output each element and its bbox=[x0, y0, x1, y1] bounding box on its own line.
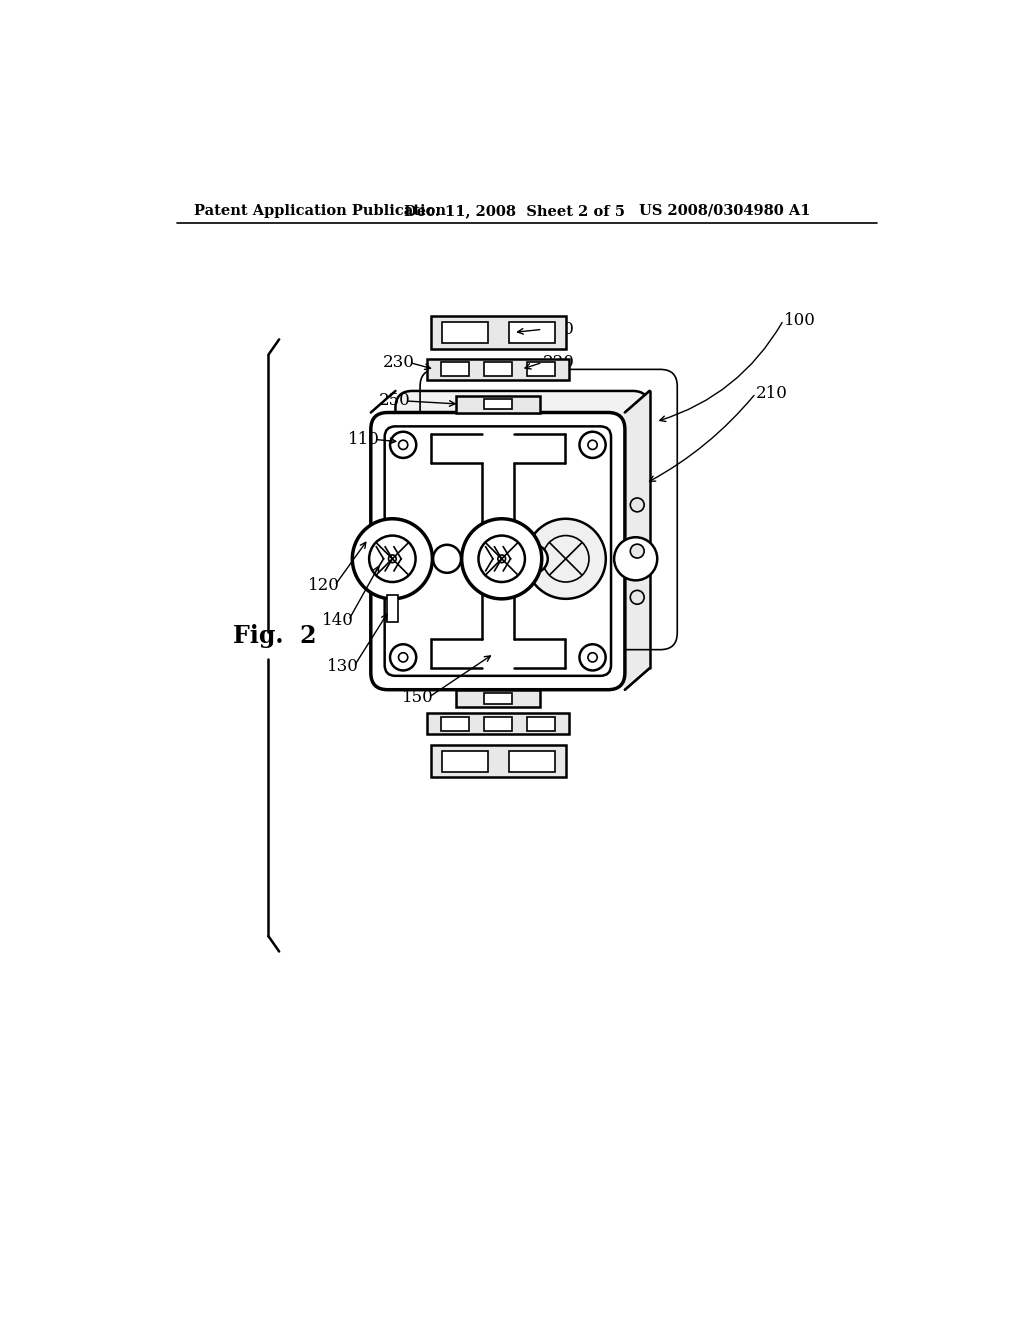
Circle shape bbox=[398, 441, 408, 449]
Bar bbox=[427, 359, 569, 380]
Circle shape bbox=[588, 441, 597, 449]
Circle shape bbox=[631, 544, 644, 558]
FancyBboxPatch shape bbox=[385, 426, 611, 676]
Bar bbox=[456, 689, 541, 706]
Polygon shape bbox=[625, 391, 649, 689]
FancyBboxPatch shape bbox=[371, 412, 625, 689]
Bar bbox=[527, 717, 555, 730]
Bar bbox=[427, 713, 569, 734]
Circle shape bbox=[390, 432, 416, 458]
Circle shape bbox=[614, 537, 657, 581]
Bar bbox=[527, 363, 555, 376]
Circle shape bbox=[433, 545, 461, 573]
Circle shape bbox=[580, 432, 605, 458]
Text: US 2008/0304980 A1: US 2008/0304980 A1 bbox=[639, 203, 810, 218]
Circle shape bbox=[462, 519, 542, 599]
Text: Dec. 11, 2008  Sheet 2 of 5: Dec. 11, 2008 Sheet 2 of 5 bbox=[403, 203, 625, 218]
Text: 230: 230 bbox=[382, 354, 415, 371]
Circle shape bbox=[631, 590, 644, 605]
Bar bbox=[441, 751, 487, 772]
Bar bbox=[484, 693, 512, 704]
Text: 150: 150 bbox=[401, 689, 433, 706]
Bar bbox=[484, 717, 512, 730]
Text: 210: 210 bbox=[756, 384, 787, 401]
Bar bbox=[441, 363, 469, 376]
Circle shape bbox=[390, 644, 416, 671]
FancyBboxPatch shape bbox=[395, 391, 649, 668]
Bar bbox=[484, 363, 512, 376]
Circle shape bbox=[520, 545, 548, 573]
Circle shape bbox=[498, 554, 506, 562]
Bar bbox=[456, 396, 541, 412]
Text: 250: 250 bbox=[379, 392, 411, 409]
Circle shape bbox=[588, 653, 597, 663]
Text: 120: 120 bbox=[307, 577, 340, 594]
Circle shape bbox=[580, 644, 605, 671]
Circle shape bbox=[525, 519, 606, 599]
Text: 140: 140 bbox=[322, 612, 353, 628]
Circle shape bbox=[369, 536, 416, 582]
Text: Fig.  2: Fig. 2 bbox=[233, 624, 316, 648]
Text: 110: 110 bbox=[348, 430, 380, 447]
Circle shape bbox=[478, 536, 525, 582]
Text: Patent Application Publication: Patent Application Publication bbox=[194, 203, 445, 218]
Text: 240: 240 bbox=[543, 321, 574, 338]
Circle shape bbox=[398, 653, 408, 663]
Circle shape bbox=[631, 498, 644, 512]
Text: 130: 130 bbox=[327, 659, 358, 675]
Circle shape bbox=[388, 554, 396, 562]
Bar bbox=[509, 322, 555, 343]
Bar bbox=[431, 744, 565, 777]
Bar bbox=[441, 717, 469, 730]
Bar bbox=[431, 317, 565, 348]
Text: 220: 220 bbox=[543, 354, 574, 371]
Bar bbox=[509, 751, 555, 772]
Bar bbox=[484, 399, 512, 409]
Circle shape bbox=[543, 536, 589, 582]
Text: 100: 100 bbox=[783, 312, 815, 329]
Bar bbox=[441, 322, 487, 343]
Bar bbox=[387, 595, 397, 622]
Circle shape bbox=[352, 519, 432, 599]
